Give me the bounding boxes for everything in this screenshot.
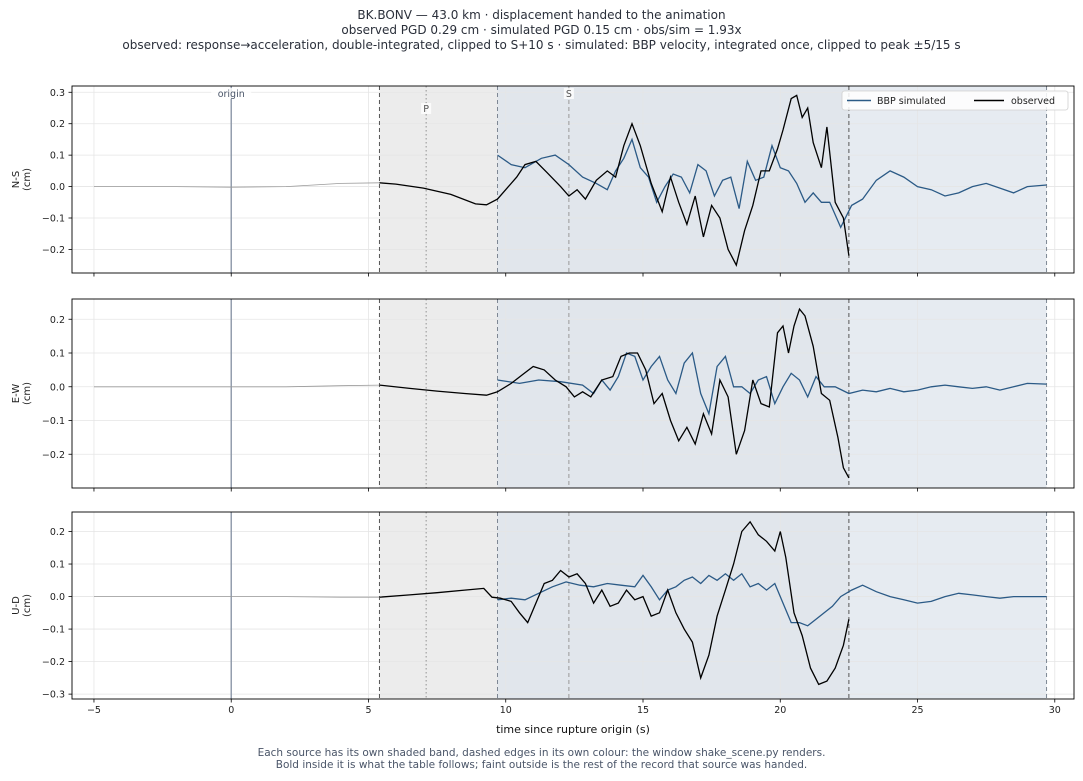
y-tick-label: 0.0 [50, 182, 65, 193]
p-arrival-label: P [423, 104, 429, 115]
x-tick-label: 10 [500, 705, 512, 716]
x-tick-label: 0 [228, 705, 234, 716]
y-tick-label: 0.0 [50, 592, 65, 603]
panel-3: −0.3 −0.2 −0.1 0.0 0.1 0.2 −5 0 5 10 15 20 25 30 U-D(c… [11, 511, 1075, 716]
simulated-trace [497, 137, 1047, 229]
origin-marker-label: origin [218, 89, 245, 100]
simulated-trace [497, 351, 1047, 417]
y-tick-label: 0.1 [50, 560, 65, 571]
marker-label-bg [421, 103, 432, 114]
y-tick-label: 0.3 [50, 88, 65, 99]
y-tick-label: −0.1 [42, 625, 65, 636]
x-tick-label: 20 [774, 705, 786, 716]
y-tick-label: 0.2 [50, 119, 65, 130]
chart-title-line-3: observed: response→acceleration, double-… [122, 38, 961, 52]
y-axis-label: N-S(cm) [11, 168, 33, 191]
x-axis-label: time since rupture origin (s) [496, 723, 650, 736]
marker-label-bg [563, 88, 574, 99]
y-tick-label: 0.1 [50, 349, 65, 360]
x-tick-label: 15 [637, 705, 649, 716]
footer-note-line-2: Bold inside it is what the table follows… [275, 759, 808, 771]
chart-title-line-2: observed PGD 0.29 cm · simulated PGD 0.1… [341, 23, 742, 37]
y-axis-label: U-D(cm) [11, 594, 33, 617]
panel-frame [71, 298, 1075, 489]
x-tick-label: 30 [1049, 705, 1061, 716]
y-tick-label: −0.2 [42, 450, 65, 461]
footer-note-line-1: Each source has its own shaded band, das… [257, 747, 826, 759]
chart-title-line-1: BK.BONV — 43.0 km · displacement handed … [357, 8, 726, 22]
simulated-trace [497, 572, 1047, 627]
y-tick-label: 0.0 [50, 382, 65, 393]
y-axis-label-line: U-D [11, 596, 22, 615]
observed-trace [379, 94, 850, 267]
legend-box [841, 90, 1069, 111]
observed-faint-trace [94, 182, 380, 188]
y-tick-label: 0.2 [50, 315, 65, 326]
y-tick-label: −0.2 [42, 245, 65, 256]
observed-faint-trace [94, 596, 380, 598]
x-tick-label: 25 [911, 705, 923, 716]
y-tick-label: −0.1 [42, 416, 65, 427]
simulated-window-band [497, 86, 1047, 273]
y-tick-label: −0.2 [42, 657, 65, 668]
legend-label-observed: observed [1011, 96, 1055, 107]
legend-label-simulated: BBP simulated [877, 96, 946, 107]
observed-trace [379, 307, 850, 479]
panel-2: −0.2 −0.1 0.0 0.1 0.2 E-W(cm) [11, 298, 1075, 492]
panel-frame [71, 85, 1075, 274]
observed-trace [379, 520, 850, 686]
y-tick-label: 0.1 [50, 151, 65, 162]
y-tick-label: 0.2 [50, 527, 65, 538]
x-tick-label: −5 [87, 705, 101, 716]
simulated-window-band [497, 512, 1047, 699]
y-axis-label-line: (cm) [22, 594, 33, 617]
y-tick-label: −0.3 [42, 690, 65, 701]
panel-1: −0.2 −0.1 0.0 0.1 0.2 0.3 N-S(cm) origin P S BBP s… [11, 85, 1075, 277]
y-axis-label-line: (cm) [22, 382, 33, 405]
marker-label-bg [211, 88, 252, 99]
y-axis-label-line: (cm) [22, 168, 33, 191]
x-tick-label: 5 [365, 705, 371, 716]
y-axis-label-line: E-W [11, 384, 22, 404]
s-arrival-label: S [566, 89, 572, 100]
y-axis-label: E-W(cm) [11, 382, 33, 405]
panel-frame [71, 511, 1075, 700]
y-tick-label: −0.1 [42, 214, 65, 225]
observed-faint-trace [94, 384, 380, 388]
y-axis-label-line: N-S [11, 171, 22, 188]
